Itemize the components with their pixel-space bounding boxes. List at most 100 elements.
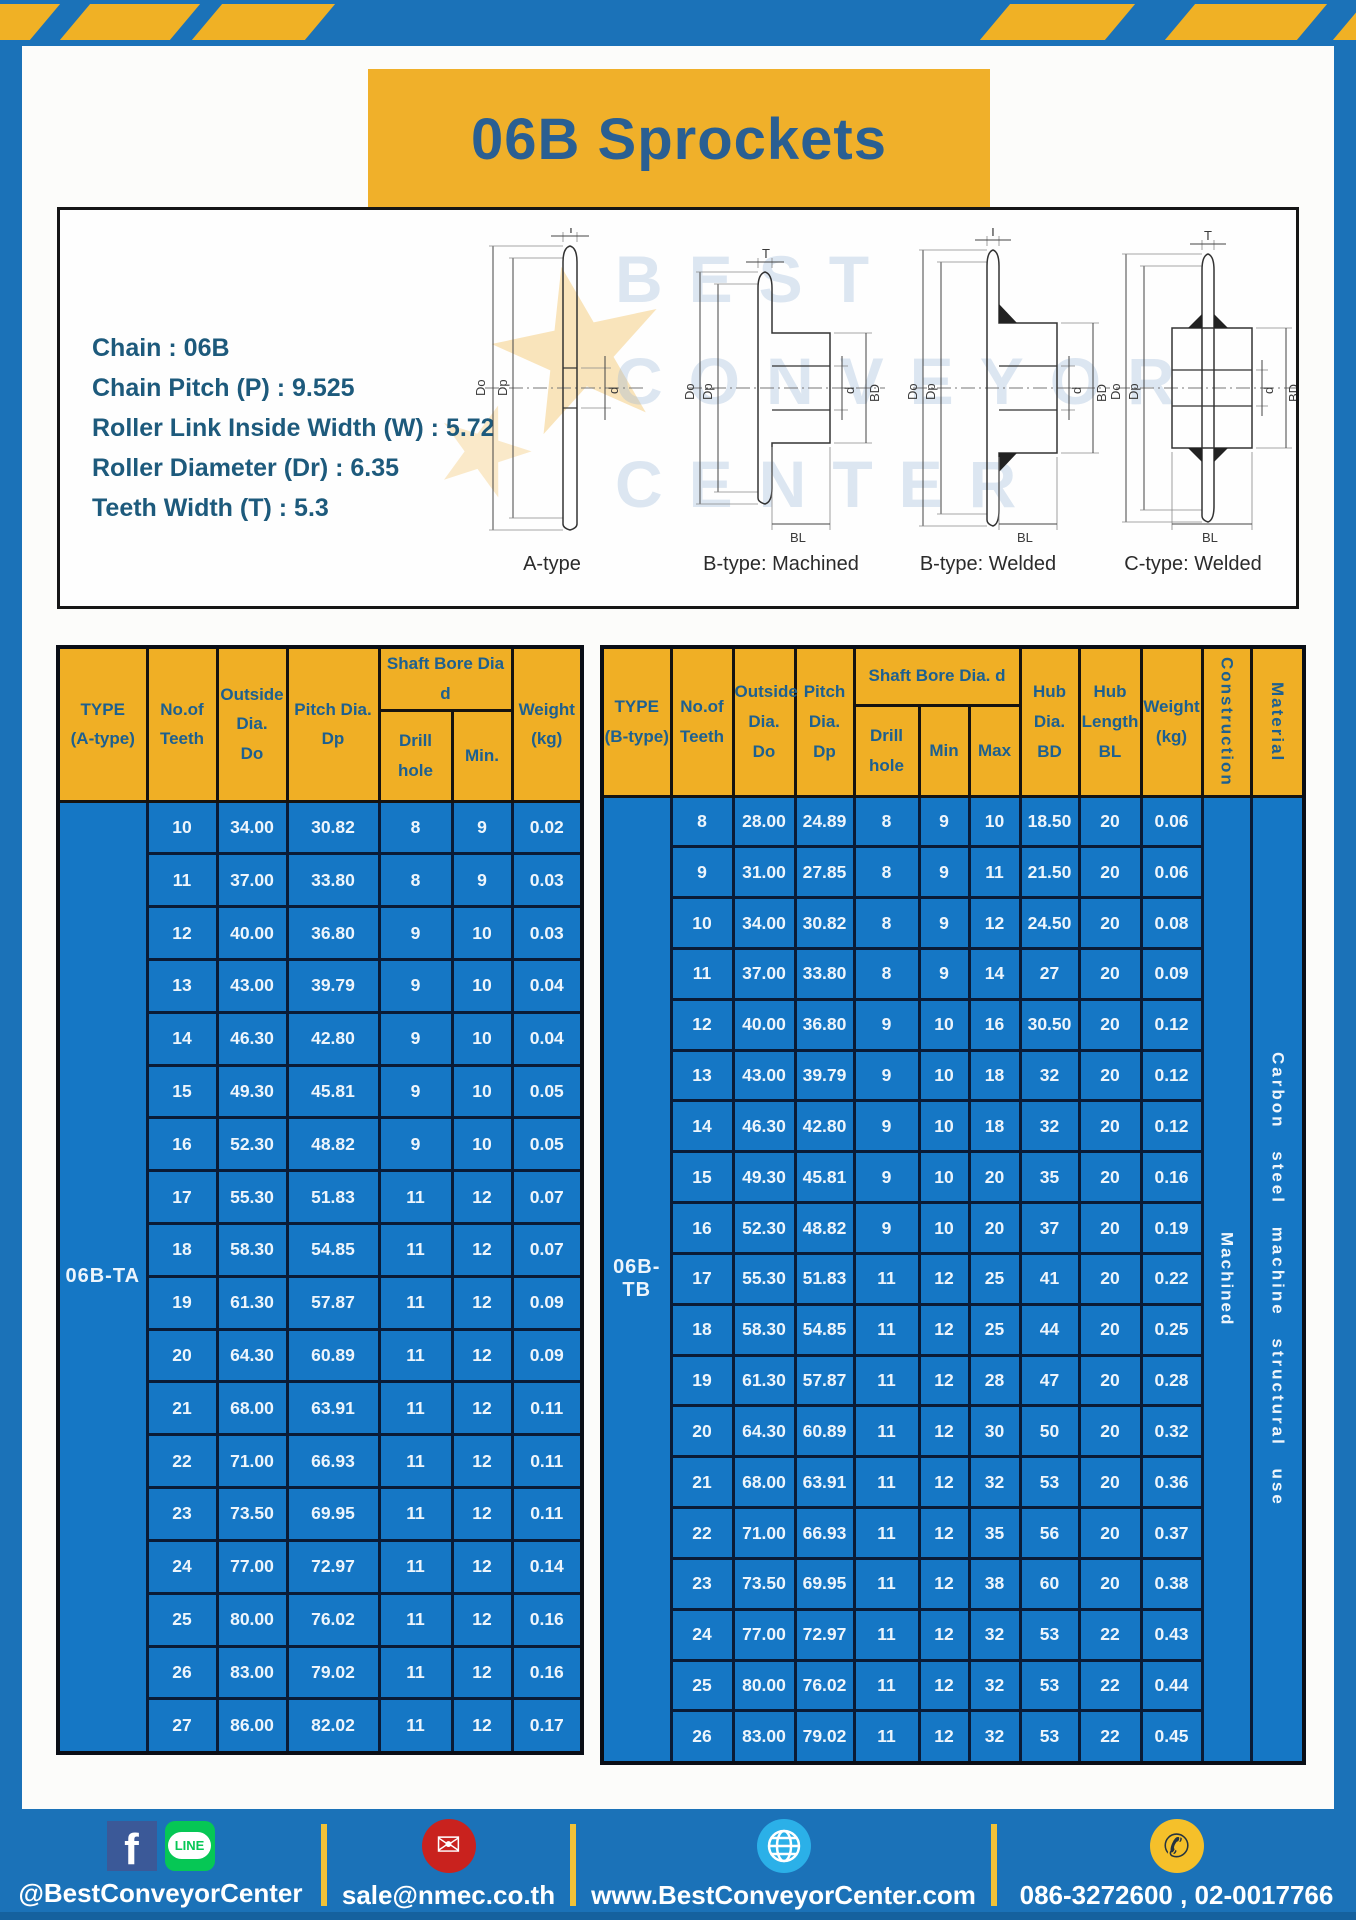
table-cell: 26 xyxy=(145,1644,219,1701)
svg-text:Do: Do xyxy=(473,379,488,396)
table-cell: 11 xyxy=(377,1591,454,1648)
table-cell: 20 xyxy=(1077,1048,1143,1103)
table-cell: 8 xyxy=(377,852,454,909)
table-cell: 0.06 xyxy=(1139,794,1204,849)
header-hub-dia: Hub Dia. BD xyxy=(1018,645,1081,798)
table-cell: 51.83 xyxy=(285,1169,381,1225)
header-hub-length: Hub Length BL xyxy=(1077,645,1143,798)
table-cell: 10 xyxy=(669,896,735,950)
table-row: 12 40.00 36.80 9 10 16 30.50 20 0.12 xyxy=(602,997,1304,1052)
footer-email: ✉ sale@nmec.co.th xyxy=(327,1809,570,1920)
watermark-text: BEST CONVEYOR CENTER xyxy=(615,242,1201,521)
table-cell: 71.00 xyxy=(215,1433,289,1490)
header-weight: Weight (kg) xyxy=(1139,645,1204,798)
table-cell: 0.02 xyxy=(510,799,584,856)
table-row: 22 71.00 66.93 11 12 35 56 20 0.37 xyxy=(602,1506,1304,1560)
table-cell: 17 xyxy=(145,1169,219,1225)
table-row: 06B-TB 8 28.00 24.89 8 9 10 18.50 20 0.06 Machined… xyxy=(600,794,1306,1765)
table-cell: 0.03 xyxy=(510,905,584,961)
svg-text:BD: BD xyxy=(867,384,882,402)
table-cell: 20 xyxy=(1077,1353,1143,1408)
table-cell: 30.82 xyxy=(285,799,381,856)
table-cell: 0.05 xyxy=(510,1063,584,1120)
table-cell: 64.30 xyxy=(731,1404,797,1459)
table-row: 19 61.30 57.87 11 12 0.09 xyxy=(58,1274,584,1331)
table-row: 21 68.00 63.91 11 12 32 53 20 0.36 xyxy=(602,1455,1304,1510)
type-label-cell: 06B-TA xyxy=(56,799,149,1755)
table-row: 17 55.30 51.83 11 12 25 41 20 0.22 xyxy=(602,1251,1304,1306)
table-cell: 9 xyxy=(852,1201,921,1255)
table-cell: 10 xyxy=(967,794,1022,849)
table-cell: 10 xyxy=(917,1201,971,1255)
table-cell: 58.30 xyxy=(731,1302,797,1357)
table-cell: 22 xyxy=(1077,1658,1143,1713)
table-row: 14 46.30 42.80 9 10 0.04 xyxy=(58,1010,584,1067)
table-cell: 37.00 xyxy=(731,946,797,1001)
table-cell: 12 xyxy=(967,896,1022,950)
table-cell: 18 xyxy=(967,1099,1022,1154)
table-cell: 16 xyxy=(967,997,1022,1052)
table-cell: 9 xyxy=(852,997,921,1052)
table-cell: 18 xyxy=(145,1222,219,1278)
header-drill-hole: Drill hole xyxy=(852,703,921,798)
table-cell: 14 xyxy=(145,1010,219,1067)
table-row: 14 46.30 42.80 9 10 18 32 20 0.12 xyxy=(602,1099,1304,1154)
table-cell: 71.00 xyxy=(731,1506,797,1560)
header-weight: Weight (kg) xyxy=(510,645,584,803)
header-type: TYPE (B-type) xyxy=(600,645,673,798)
table-cell: 9 xyxy=(917,946,971,1001)
table-row: 9 31.00 27.85 8 9 11 21.50 20 0.06 xyxy=(602,845,1304,900)
table-cell: 11 xyxy=(852,1607,921,1662)
table-cell: 11 xyxy=(377,1169,454,1225)
table-row: 25 80.00 76.02 11 12 32 53 22 0.44 xyxy=(602,1658,1304,1713)
svg-text:d: d xyxy=(606,387,621,394)
table-cell: 21 xyxy=(145,1380,219,1437)
table-row: 25 80.00 76.02 11 12 0.16 xyxy=(58,1591,584,1648)
table-cell: 53 xyxy=(1018,1607,1081,1662)
footer-social: f LINE @BestConveyorCenter xyxy=(0,1809,321,1920)
table-cell: 9 xyxy=(450,799,514,856)
svg-text:BD: BD xyxy=(1094,384,1109,402)
svg-text:T: T xyxy=(989,228,997,239)
table-cell: 15 xyxy=(145,1063,219,1120)
table-cell: 33.80 xyxy=(793,946,856,1001)
table-cell: 12 xyxy=(450,1644,514,1701)
table-cell: 0.16 xyxy=(510,1591,584,1648)
table-cell: 21 xyxy=(669,1455,735,1510)
top-striped-band xyxy=(0,0,1356,46)
table-cell: 13 xyxy=(669,1048,735,1103)
svg-text:d: d xyxy=(1069,387,1084,394)
table-cell: 0.09 xyxy=(1139,946,1204,1001)
table-cell: 25 xyxy=(967,1251,1022,1306)
svg-text:T: T xyxy=(762,246,770,261)
table-cell: 0.12 xyxy=(1139,1048,1204,1103)
table-cell: 20 xyxy=(1077,1556,1143,1611)
table-row: 24 77.00 72.97 11 12 0.14 xyxy=(58,1538,584,1595)
table-cell: 24.89 xyxy=(793,794,856,849)
table-cell: 12 xyxy=(450,1169,514,1225)
table-cell: 49.30 xyxy=(731,1150,797,1205)
table-cell: 36.80 xyxy=(793,997,856,1052)
table-cell: 8 xyxy=(669,794,735,849)
svg-text:Do: Do xyxy=(905,383,920,400)
header-min: Min xyxy=(917,703,971,798)
svg-text:BL: BL xyxy=(1017,530,1033,545)
table-cell: 66.93 xyxy=(285,1433,381,1490)
table-cell: 45.81 xyxy=(793,1150,856,1205)
table-cell: 0.11 xyxy=(510,1380,584,1437)
table-cell: 9 xyxy=(377,1063,454,1120)
table-cell: 21.50 xyxy=(1018,845,1081,900)
table-row: 06B-TA 10 34.00 30.82 8 9 0.02 xyxy=(56,799,584,1755)
table-cell: 48.82 xyxy=(793,1201,856,1255)
table-cell: 40.00 xyxy=(731,997,797,1052)
table-row: 20 64.30 60.89 11 12 0.09 xyxy=(58,1327,584,1384)
header-pitch-dia: Pitch Dia. Dp xyxy=(793,645,856,798)
svg-text:T: T xyxy=(567,228,575,236)
table-cell: 11 xyxy=(377,1433,454,1490)
sprocket-drawing-c-welded: Do Dp T d BD xyxy=(1110,228,1296,548)
table-cell: 55.30 xyxy=(215,1169,289,1225)
footer-phone: ✆ 086-3272600 , 02-0017766 xyxy=(997,1809,1356,1920)
table-cell: 22 xyxy=(669,1506,735,1560)
table-cell: 25 xyxy=(669,1658,735,1713)
table-cell: 12 xyxy=(917,1404,971,1459)
